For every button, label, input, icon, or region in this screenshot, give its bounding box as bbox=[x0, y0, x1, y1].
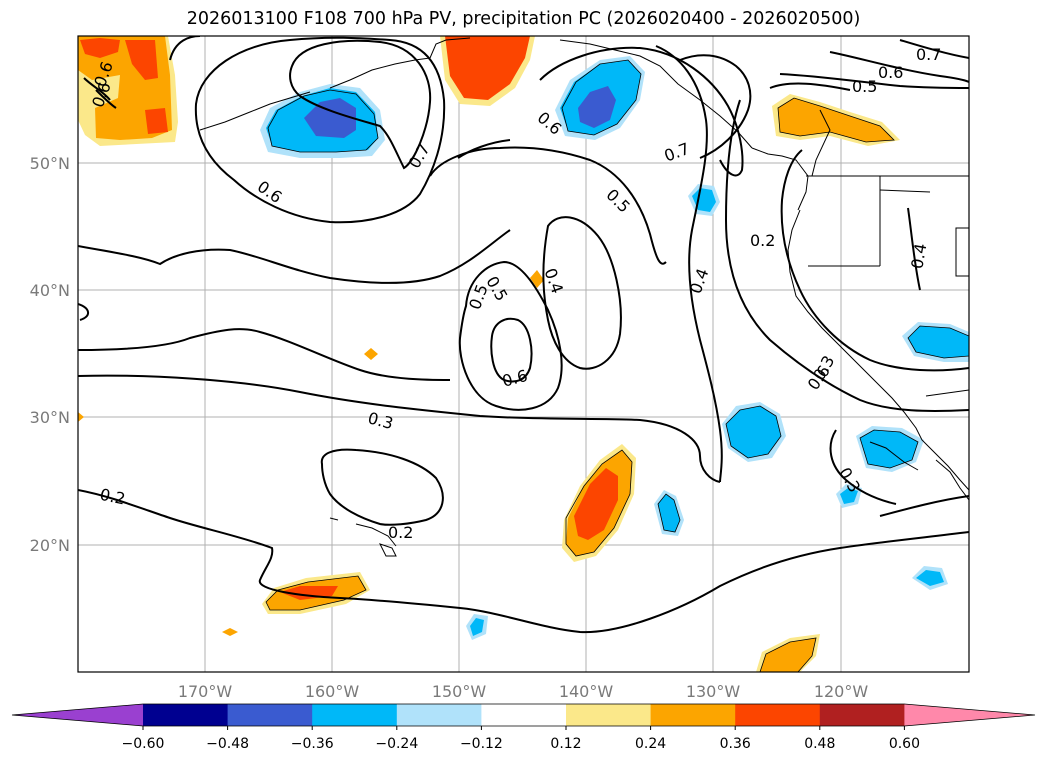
precip-positive-region bbox=[778, 98, 894, 142]
contour-label: 0.2 bbox=[750, 231, 775, 250]
pv-contour-0.5 bbox=[83, 77, 111, 101]
pv-contour-0.3 bbox=[78, 374, 721, 483]
pv-contour-0.5 bbox=[78, 229, 511, 284]
colorbar-segment bbox=[819, 704, 905, 726]
pv-contour-0.6 bbox=[490, 317, 533, 383]
colorbar-segment bbox=[143, 704, 229, 726]
precip-positive-region bbox=[145, 108, 168, 134]
colorbar-tick-label: −0.48 bbox=[206, 736, 249, 752]
map-frame bbox=[77, 35, 970, 673]
precip-positive-region bbox=[574, 468, 618, 540]
map-title: 2026013100 F108 700 hPa PV, precipitatio… bbox=[186, 9, 861, 29]
colorbar-tick-label: 0.48 bbox=[804, 736, 835, 752]
pv-contour-0.7 bbox=[899, 39, 969, 59]
pv-contours bbox=[78, 36, 969, 634]
pv-contour-0.3 bbox=[829, 429, 897, 505]
lat-label: 20°N bbox=[30, 536, 70, 555]
pv-contour-0.4 bbox=[907, 207, 921, 291]
lat-label: 50°N bbox=[30, 154, 70, 173]
pv-contour-0.2 bbox=[769, 82, 851, 91]
precip-positive-region bbox=[222, 628, 238, 636]
pv-contour-0.5 bbox=[458, 260, 563, 411]
pv-contour-0.5 bbox=[457, 139, 511, 159]
lon-label: 150°W bbox=[432, 682, 487, 701]
pv-contour-0.6 bbox=[539, 46, 744, 177]
pv-contour-0.7 bbox=[679, 54, 752, 159]
colorbar-tick-label: −0.24 bbox=[375, 736, 418, 752]
latitude-labels: 50°N 40°N 30°N 20°N bbox=[30, 154, 70, 555]
pv-contour-0.4 bbox=[78, 303, 89, 321]
pv-contour-0.5 bbox=[779, 73, 969, 89]
colorbar-segment bbox=[650, 704, 736, 726]
precip-positive-region bbox=[364, 348, 378, 360]
colorbar: −0.60 −0.48 −0.36 −0.24 −0.12 0.12 0.24 0.36 0.4… bbox=[11, 703, 1036, 752]
contour-label: 0.4 bbox=[907, 242, 930, 270]
pv-contour-0.2 bbox=[320, 448, 444, 526]
precip-negative-region bbox=[658, 494, 680, 532]
colorbar-tick-label: −0.36 bbox=[291, 736, 334, 752]
colorbar-tick-label: 0.60 bbox=[889, 736, 920, 752]
precip-positive-region bbox=[78, 412, 84, 422]
colorbar-extension-high bbox=[904, 704, 1035, 726]
map-area[interactable] bbox=[78, 36, 969, 672]
contour-label: 0.2 bbox=[388, 523, 413, 542]
contour-label: 0.7 bbox=[916, 45, 941, 64]
pv-contour-0.3 bbox=[724, 99, 969, 412]
shading-outlines bbox=[265, 59, 969, 672]
lon-label: 160°W bbox=[305, 682, 360, 701]
colorbar-segment bbox=[566, 704, 652, 726]
precip-negative-region bbox=[578, 86, 616, 128]
precip-negative-region bbox=[916, 570, 944, 586]
lat-label: 30°N bbox=[30, 408, 70, 427]
gridlines bbox=[78, 36, 969, 672]
contour-label: 0.2 bbox=[98, 485, 127, 509]
precipitation-shading bbox=[78, 36, 969, 672]
pv-contour-0.2 bbox=[780, 149, 969, 372]
contour-label: 0.5 bbox=[852, 77, 877, 96]
colorbar-segment bbox=[481, 704, 567, 726]
pv-contour-0.3 bbox=[879, 495, 969, 517]
coastlines bbox=[199, 37, 969, 557]
pv-contour-0.4 bbox=[542, 216, 622, 370]
colorbar-extension-low bbox=[12, 704, 143, 726]
precip-negative-region bbox=[304, 98, 356, 138]
colorbar-segment bbox=[735, 704, 821, 726]
colorbar-tick-label: 0.12 bbox=[550, 736, 581, 752]
contour-label: 0.6 bbox=[878, 63, 903, 82]
lon-label: 130°W bbox=[686, 682, 741, 701]
precip-positive-region bbox=[445, 36, 530, 100]
pv-contour-0.2 bbox=[78, 489, 969, 634]
colorbar-segment bbox=[312, 704, 398, 726]
lon-label: 140°W bbox=[559, 682, 614, 701]
precip-negative-region bbox=[726, 406, 781, 458]
precip-positive-region bbox=[80, 38, 120, 58]
pv-contour-0.6 bbox=[95, 89, 117, 109]
pv-contour-0.5 bbox=[429, 146, 667, 265]
contour-labels: 0.7 0.6 0.5 0.6 0.6 0.7 0.6 0.6 0.7 0.6 … bbox=[88, 45, 941, 542]
precip-negative-region bbox=[860, 430, 918, 468]
pv-contour-0.6 bbox=[194, 36, 446, 224]
precip-negative-region bbox=[840, 488, 858, 504]
colorbar-segment bbox=[396, 704, 482, 726]
colorbar-tick-label: 0.24 bbox=[635, 736, 666, 752]
precip-positive-region bbox=[530, 270, 544, 288]
colorbar-segment bbox=[227, 704, 313, 726]
colorbar-tick-label: 0.36 bbox=[720, 736, 751, 752]
precip-negative-region bbox=[470, 618, 484, 636]
precip-positive-region bbox=[125, 40, 158, 80]
lat-label: 40°N bbox=[30, 281, 70, 300]
pv-contour-0.4 bbox=[655, 45, 723, 483]
precip-positive-region bbox=[760, 638, 816, 672]
pv-contour-0.4 bbox=[78, 328, 451, 381]
precip-negative-region bbox=[908, 326, 969, 358]
colorbar-tick-label: −0.60 bbox=[122, 736, 165, 752]
pv-contour-0.6 bbox=[829, 51, 969, 83]
longitude-labels: 170°W 160°W 150°W 140°W 130°W 120°W bbox=[178, 682, 869, 701]
colorbar-tick-label: −0.12 bbox=[460, 736, 503, 752]
lon-label: 170°W bbox=[178, 682, 233, 701]
precip-negative-region bbox=[692, 188, 716, 212]
lon-label: 120°W bbox=[814, 682, 869, 701]
